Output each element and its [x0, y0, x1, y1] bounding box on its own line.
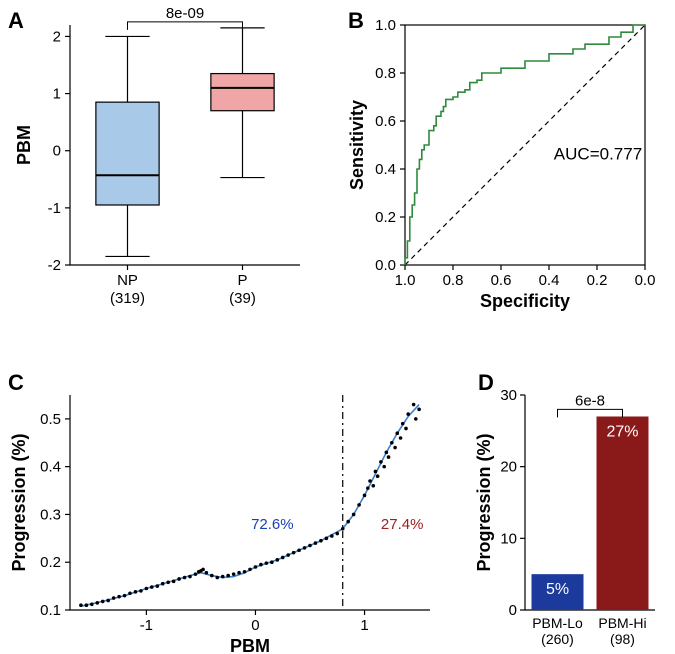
svg-text:27%: 27% [606, 424, 638, 441]
svg-text:6e-8: 6e-8 [575, 392, 605, 409]
svg-text:Progression (%): Progression (%) [474, 433, 494, 571]
svg-text:5%: 5% [546, 581, 569, 598]
svg-text:30: 30 [500, 387, 517, 404]
svg-text:20: 20 [500, 459, 517, 476]
svg-text:0: 0 [509, 602, 517, 619]
svg-text:(260): (260) [541, 631, 574, 647]
svg-text:PBM-Lo: PBM-Lo [532, 615, 583, 631]
svg-text:10: 10 [500, 530, 517, 547]
svg-text:PBM-Hi: PBM-Hi [598, 615, 646, 631]
svg-text:(98): (98) [610, 631, 635, 647]
panel-d-bar: 0 10 20 30 Progression (%) 5% PBM-Lo(260) 27% PB… [0, 0, 675, 654]
figure-root: A -2-1012PBMNP(319)P(39)8e-09 B 1.00.80.… [0, 0, 675, 654]
